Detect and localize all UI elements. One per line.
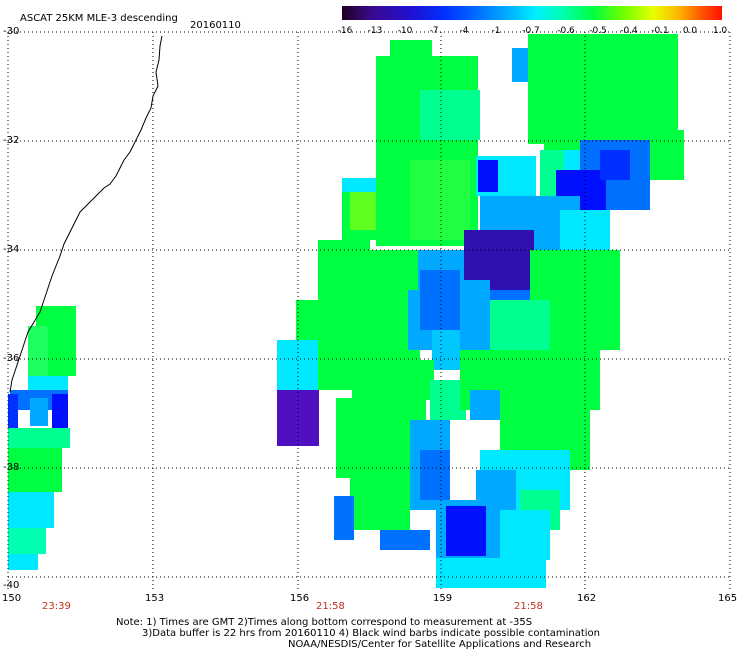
- colorbar-label: -4: [459, 26, 469, 36]
- swath-cell: [52, 394, 68, 428]
- swath-cell: [350, 190, 380, 230]
- swath-cell: [420, 270, 460, 330]
- swath-cell: [500, 510, 550, 560]
- swath-cell: [436, 558, 546, 588]
- pass-time: 21:58: [514, 601, 543, 612]
- swath-cell: [28, 376, 68, 390]
- swath-right: [436, 34, 684, 588]
- lat-label: -40: [3, 580, 20, 591]
- pass-time: 23:39: [42, 601, 71, 612]
- pass-time: 21:58: [316, 601, 345, 612]
- swath-cell: [410, 160, 470, 240]
- colorbar-label: 0.0: [682, 26, 698, 36]
- lon-label: 153: [145, 593, 165, 604]
- lat-label: -34: [3, 244, 20, 255]
- swath-cell: [352, 360, 434, 400]
- colorbar-label: -0.4: [620, 26, 638, 36]
- lat-label: -36: [3, 353, 20, 364]
- colorbar-label: -0.5: [589, 26, 607, 36]
- swath-left: [8, 306, 76, 570]
- map-title: ASCAT 25KM MLE-3 descending: [20, 13, 178, 24]
- swath-cell: [528, 34, 678, 144]
- lat-label: -32: [3, 135, 20, 146]
- colorbar-label: -10: [397, 26, 413, 36]
- footnote-line: Note: 1) Times are GMT 2)Times along bot…: [116, 617, 533, 628]
- swath-cell: [470, 390, 500, 420]
- footnote-line: 3)Data buffer is 22 hrs from 20160110 4)…: [142, 628, 600, 639]
- colorbar-label: -0.6: [557, 26, 575, 36]
- swath-cell: [420, 90, 480, 140]
- swath-cell: [478, 160, 498, 192]
- swath-cell: [420, 450, 450, 500]
- lon-label: 156: [290, 593, 310, 604]
- swath-cell: [8, 492, 54, 528]
- grid: [7, 31, 731, 592]
- colorbar-label: -0.7: [522, 26, 540, 36]
- colorbar-label: -0.1: [651, 26, 669, 36]
- swath-cell: [350, 470, 410, 530]
- colorbar: [342, 6, 722, 20]
- swath-cell: [30, 398, 48, 426]
- colorbar-label: -16: [337, 26, 353, 36]
- swath-middle: [277, 40, 482, 550]
- colorbar-label: -7: [429, 26, 439, 36]
- swath-cell: [28, 326, 48, 376]
- swath-cell: [8, 428, 70, 448]
- lon-label: 159: [433, 593, 453, 604]
- swath-cell: [8, 448, 62, 492]
- swath-cell: [334, 496, 354, 540]
- swath-cell: [460, 280, 490, 360]
- colorbar-label: -13: [367, 26, 383, 36]
- swath-cell: [600, 150, 630, 180]
- map-date: 20160110: [190, 20, 241, 31]
- swath-cell: [8, 554, 38, 570]
- swath-cell: [8, 394, 18, 428]
- colorbar-label: 1.0: [712, 26, 728, 36]
- swath-cell: [380, 530, 430, 550]
- swath-cell: [277, 390, 319, 446]
- lat-label: -30: [3, 26, 20, 37]
- swath-cell: [446, 506, 486, 556]
- colorbar-label: -1: [491, 26, 501, 36]
- lon-label: 150: [2, 593, 22, 604]
- swath-cell: [342, 178, 382, 192]
- swath-cell: [512, 48, 528, 82]
- lon-label: 165: [718, 593, 738, 604]
- coastline: [9, 35, 163, 393]
- lon-label: 162: [577, 593, 597, 604]
- footnote-line: NOAA/NESDIS/Center for Satellite Applica…: [288, 639, 592, 650]
- swath-cell: [390, 40, 432, 56]
- lat-label: -38: [3, 462, 20, 473]
- swath-cell: [8, 528, 46, 554]
